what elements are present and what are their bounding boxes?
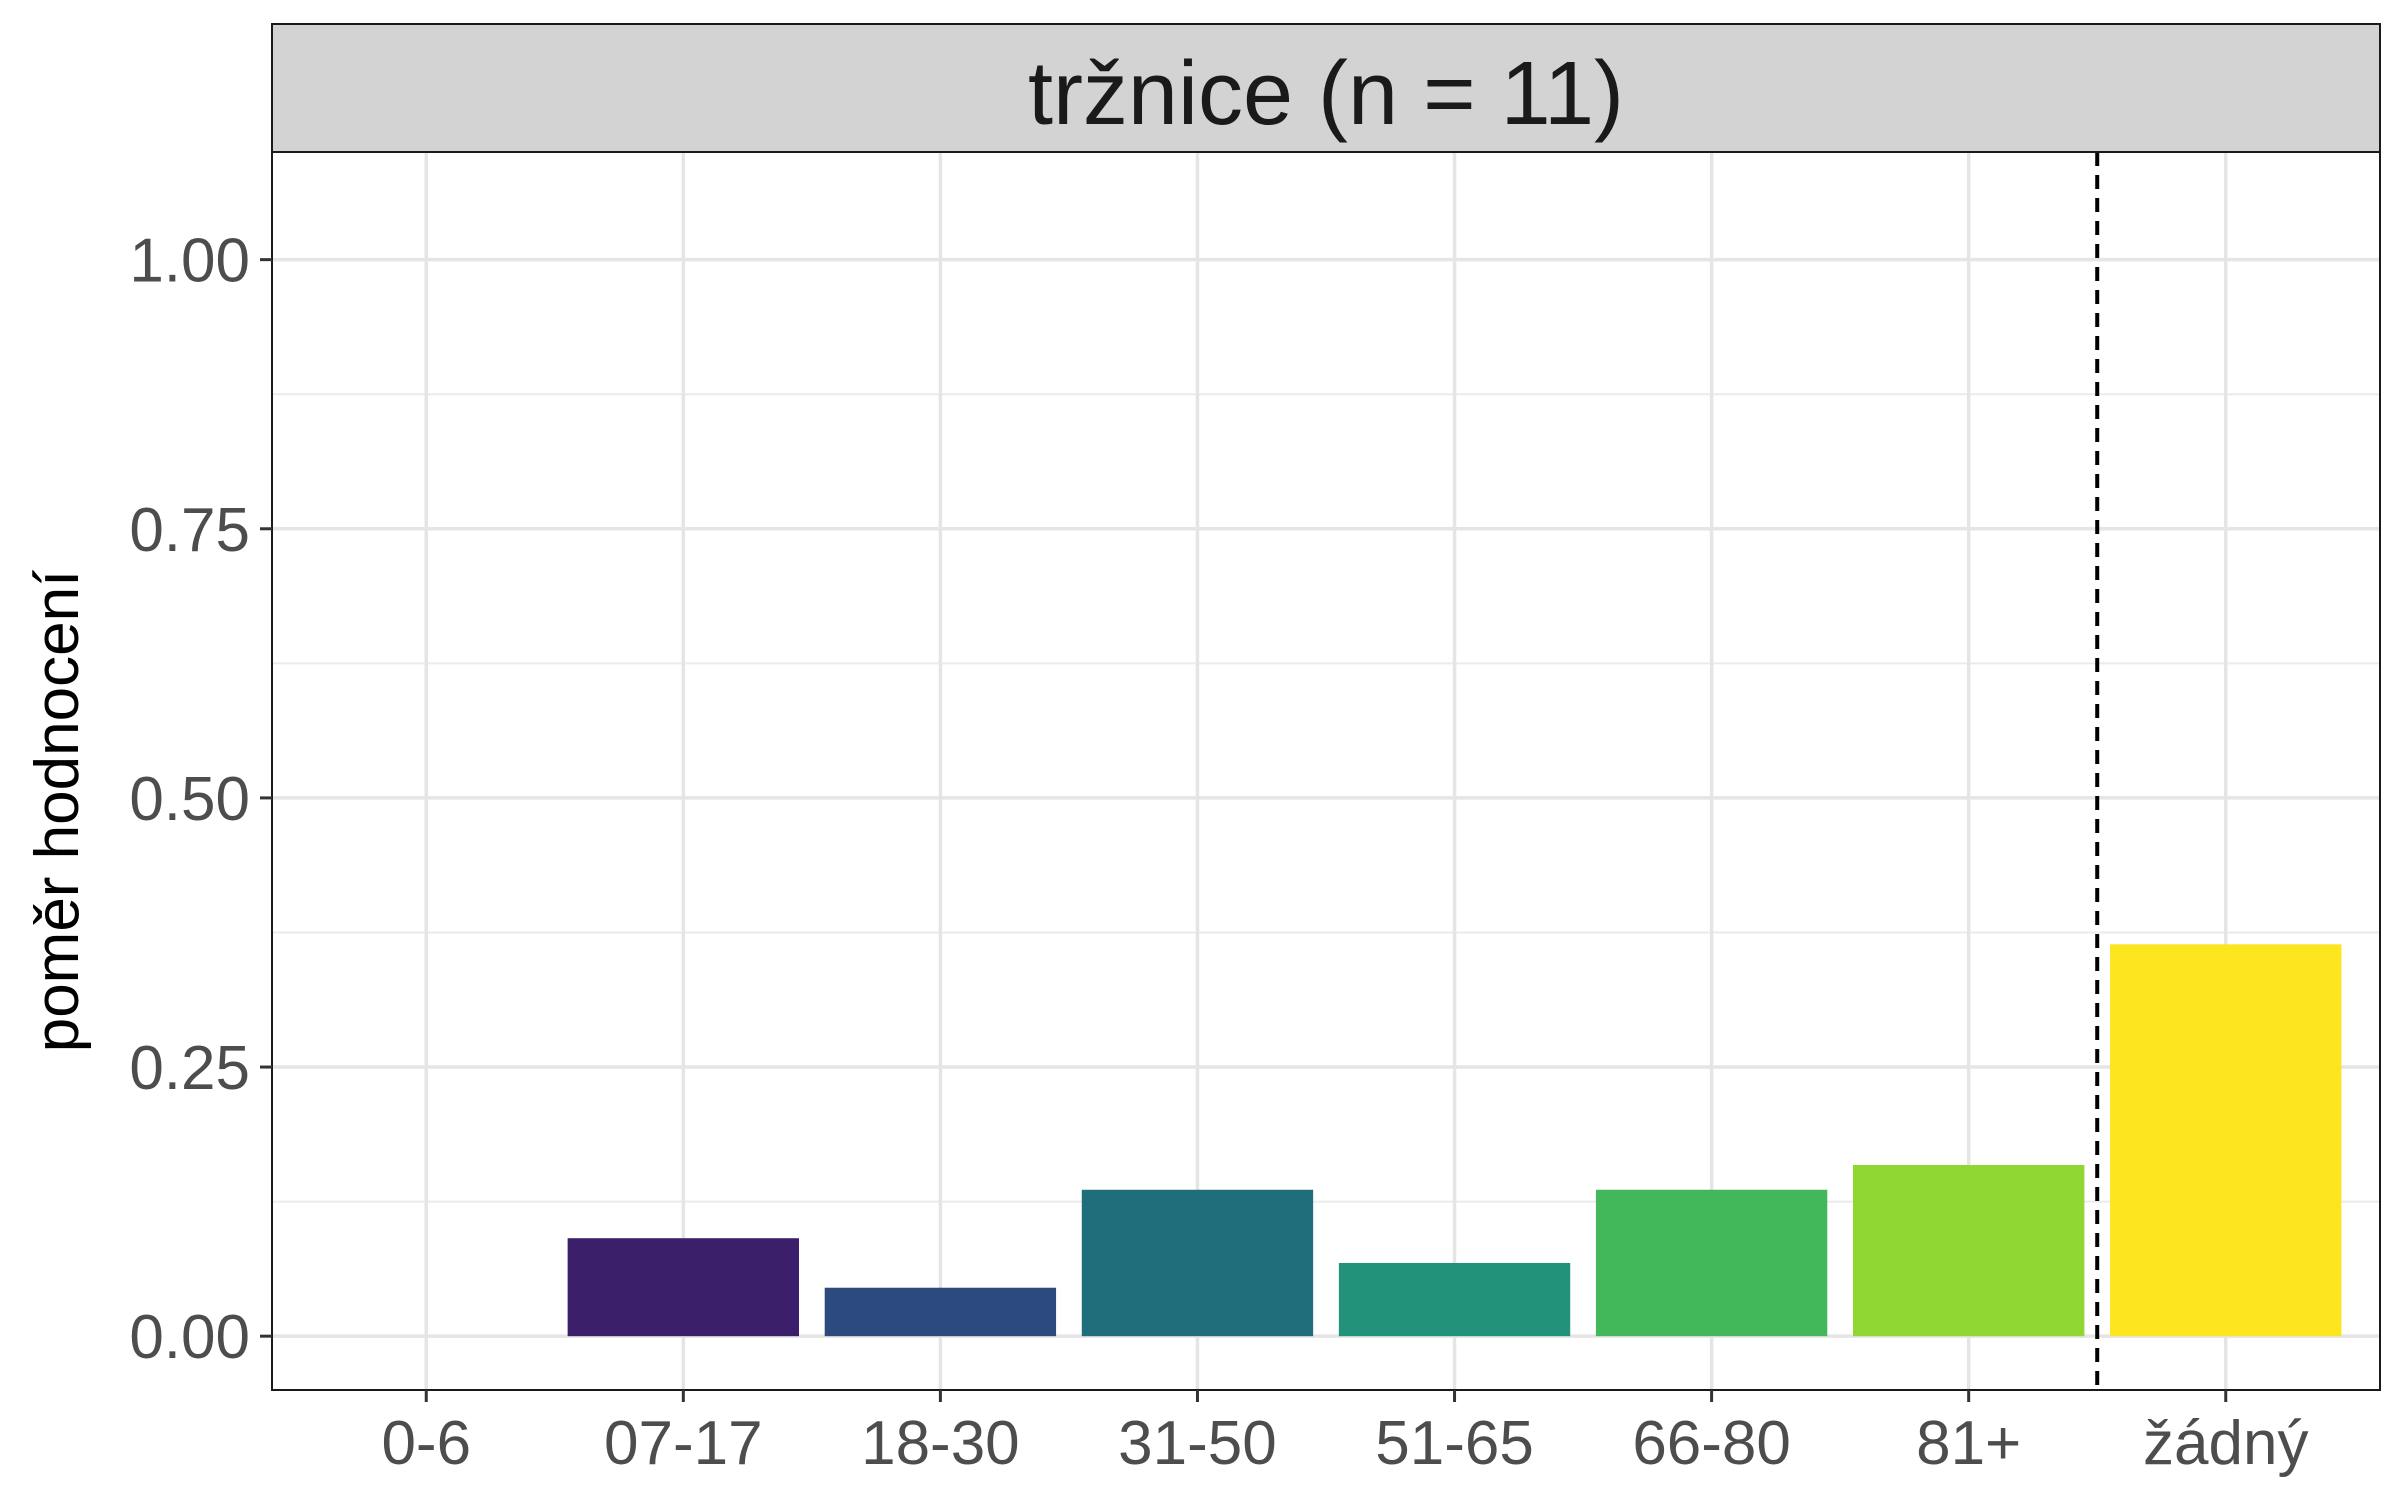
bar-18-30 [824, 1287, 1057, 1337]
bars [567, 944, 2342, 1337]
y-tick-label: 1.00 [129, 227, 250, 296]
facet-strip [271, 23, 2381, 153]
plot-border [271, 151, 2381, 1391]
bar-81+ [1853, 1165, 2085, 1337]
x-tick-label: 18-30 [861, 1409, 1020, 1478]
y-axis-title: poměr hodnocení [23, 570, 92, 1053]
bar-51-65 [1338, 1262, 1571, 1337]
x-tick-label: 81+ [1916, 1409, 2021, 1478]
y-axis: 0.00 0.25 0.50 0.75 1.00 [129, 227, 272, 1372]
x-tick-label: 0-6 [381, 1409, 471, 1478]
bar-žádný [2110, 944, 2342, 1337]
y-tick-label: 0.50 [129, 765, 250, 834]
bar-07-17 [567, 1238, 799, 1337]
x-tick-label: 07-17 [604, 1409, 763, 1478]
x-axis: 0-6 07-17 18-30 31-50 51-65 66-80 81+ žádný [381, 1390, 2308, 1478]
y-tick-label: 0.75 [129, 496, 250, 565]
x-tick-label: žádný [2143, 1409, 2308, 1478]
x-tick-label: 31-50 [1118, 1409, 1277, 1478]
y-tick-label: 0.00 [129, 1303, 250, 1372]
y-tick-label: 0.25 [129, 1034, 250, 1103]
chart-title: tržnice (n = 11) [1028, 44, 1624, 144]
x-tick-label: 51-65 [1375, 1409, 1534, 1478]
bar-31-50 [1081, 1189, 1314, 1337]
bar-66-80 [1595, 1189, 1828, 1337]
grid [272, 152, 2380, 1390]
x-tick-label: 66-80 [1632, 1409, 1791, 1478]
